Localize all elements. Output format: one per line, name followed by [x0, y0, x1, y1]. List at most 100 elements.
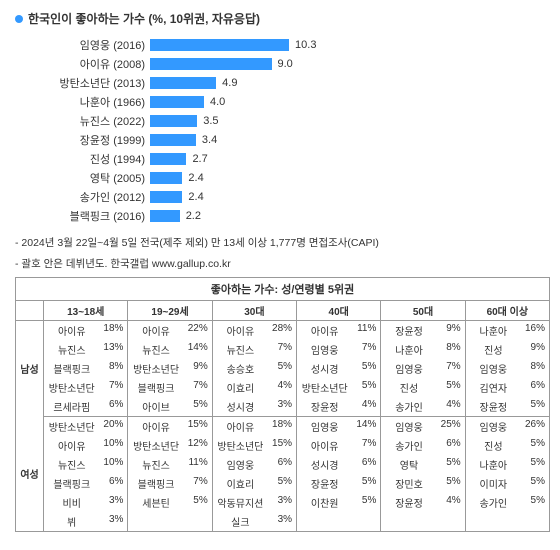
table-row: 방탄소년단7%블랙핑크7%이효리4%방탄소년단5%진성5%김연자6% — [16, 378, 550, 397]
data-cell: 방탄소년단5% — [297, 378, 381, 397]
bar — [150, 191, 182, 203]
data-cell: 성시경3% — [212, 397, 296, 417]
data-cell: 세븐틴5% — [128, 493, 212, 512]
percentage: 18% — [268, 419, 296, 434]
artist-name: 뉴진스 — [128, 457, 183, 472]
artist-name: 장윤정 — [297, 476, 352, 491]
bar-area: 2.4 — [150, 172, 204, 184]
bar-label: 블랙핑크 (2016) — [55, 208, 150, 224]
percentage: 5% — [184, 495, 212, 510]
data-cell: 이미자5% — [465, 474, 549, 493]
artist-name: 성시경 — [297, 457, 352, 472]
percentage: 5% — [437, 476, 465, 491]
percentage: 15% — [184, 419, 212, 434]
table-row: 아이유10%방탄소년단12%방탄소년단15%아이유7%송가인6%진성5% — [16, 436, 550, 455]
data-cell: 이효리5% — [212, 474, 296, 493]
artist-name: 이효리 — [213, 476, 268, 491]
artist-name: 나훈아 — [466, 323, 521, 338]
bar-area: 2.4 — [150, 191, 204, 203]
data-cell: 이찬원5% — [297, 493, 381, 512]
age-header: 30대 — [212, 301, 296, 321]
data-cell: 뉴진스10% — [44, 455, 128, 474]
bar — [150, 77, 216, 89]
data-cell: 장윤정5% — [297, 474, 381, 493]
percentage: 3% — [99, 495, 127, 510]
artist-name: 아이유 — [128, 323, 183, 338]
percentage: 10% — [99, 457, 127, 472]
artist-name: 김연자 — [466, 380, 521, 395]
demographic-table: 13~18세19~29세30대40대50대60대 이상 남성아이유18%아이유2… — [15, 300, 550, 532]
percentage: 5% — [521, 476, 549, 491]
artist-name: 방탄소년단 — [44, 380, 99, 395]
artist-name: 비비 — [44, 495, 99, 510]
data-cell: 진성9% — [465, 340, 549, 359]
age-header: 50대 — [381, 301, 465, 321]
artist-name: 임영웅 — [297, 342, 352, 357]
bar-label: 영탁 (2005) — [55, 170, 150, 186]
data-cell: 나훈아16% — [465, 321, 549, 341]
table-header-row: 13~18세19~29세30대40대50대60대 이상 — [16, 301, 550, 321]
percentage: 5% — [268, 361, 296, 376]
percentage: 14% — [352, 419, 380, 434]
chart-title: 한국인이 좋아하는 가수 (%, 10위권, 자유응답) — [28, 10, 260, 27]
data-cell: 아이유22% — [128, 321, 212, 341]
data-cell: 장민호5% — [381, 474, 465, 493]
artist-name: 임영웅 — [381, 419, 436, 434]
artist-name: 송승호 — [213, 361, 268, 376]
data-cell: 방탄소년단20% — [44, 417, 128, 437]
percentage: 26% — [521, 419, 549, 434]
data-cell: 아이브5% — [128, 397, 212, 417]
artist-name: 아이유 — [44, 323, 99, 338]
artist-name: 아이유 — [44, 438, 99, 453]
age-header: 19~29세 — [128, 301, 212, 321]
percentage: 25% — [437, 419, 465, 434]
percentage: 10% — [99, 438, 127, 453]
bar — [150, 172, 182, 184]
percentage: 7% — [268, 342, 296, 357]
bar-area: 3.5 — [150, 115, 219, 127]
gender-label: 여성 — [16, 417, 44, 532]
percentage: 5% — [352, 361, 380, 376]
percentage: 20% — [99, 419, 127, 434]
artist-name: 나훈아 — [381, 342, 436, 357]
artist-name: 진성 — [466, 438, 521, 453]
percentage: 9% — [184, 361, 212, 376]
artist-name: 장민호 — [381, 476, 436, 491]
artist-name: 아이유 — [213, 323, 268, 338]
data-cell: 비비3% — [44, 493, 128, 512]
artist-name: 성시경 — [213, 399, 268, 414]
artist-name: 방탄소년단 — [44, 419, 99, 434]
data-cell: 나훈아5% — [465, 455, 549, 474]
percentage: 5% — [521, 438, 549, 453]
data-cell: 블랙핑크7% — [128, 378, 212, 397]
bar-row: 뉴진스 (2022)3.5 — [55, 111, 550, 130]
percentage: 6% — [268, 457, 296, 472]
chart-header: 한국인이 좋아하는 가수 (%, 10위권, 자유응답) — [15, 10, 550, 27]
percentage: 4% — [437, 495, 465, 510]
percentage: 8% — [99, 361, 127, 376]
percentage: 12% — [184, 438, 212, 453]
artist-name: 진성 — [466, 342, 521, 357]
table-title: 좋아하는 가수: 성/연령별 5위권 — [15, 277, 550, 300]
data-cell: 아이유10% — [44, 436, 128, 455]
percentage: 5% — [521, 399, 549, 414]
percentage: 5% — [437, 457, 465, 472]
bar-area: 2.2 — [150, 210, 201, 222]
data-cell: 아이유11% — [297, 321, 381, 341]
bar-label: 진성 (1994) — [55, 151, 150, 167]
artist-name: 나훈아 — [466, 457, 521, 472]
percentage: 3% — [268, 514, 296, 529]
percentage: 22% — [184, 323, 212, 338]
bar-value: 10.3 — [289, 39, 316, 51]
percentage: 7% — [352, 438, 380, 453]
bar-label: 나훈아 (1966) — [55, 94, 150, 110]
bar-row: 송가인 (2012)2.4 — [55, 187, 550, 206]
data-cell: 이효리4% — [212, 378, 296, 397]
data-cell — [381, 512, 465, 532]
data-cell: 나훈아8% — [381, 340, 465, 359]
bar-value: 4.0 — [204, 96, 225, 108]
data-cell: 뉴진스7% — [212, 340, 296, 359]
artist-name: 아이유 — [128, 419, 183, 434]
artist-name: 뉴진스 — [44, 457, 99, 472]
artist-name: 임영웅 — [297, 419, 352, 434]
